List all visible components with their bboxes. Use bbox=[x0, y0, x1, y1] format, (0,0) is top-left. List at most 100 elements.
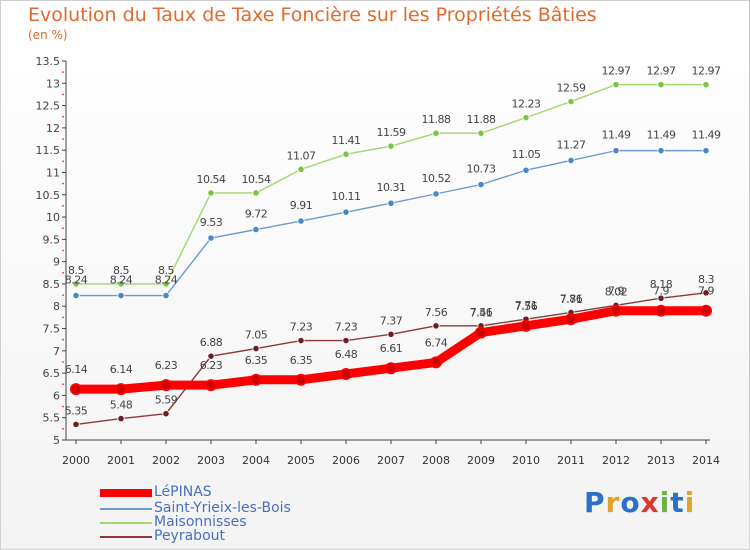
data-label: 5.59 bbox=[155, 394, 178, 407]
data-point bbox=[565, 313, 577, 326]
legend-label: Peyrabout bbox=[154, 528, 225, 544]
data-point bbox=[567, 156, 575, 165]
data-point bbox=[340, 368, 352, 381]
data-label: 11.07 bbox=[287, 149, 316, 162]
data-point bbox=[162, 291, 170, 300]
x-tick-label: 2005 bbox=[287, 454, 315, 467]
data-point bbox=[387, 330, 395, 338]
y-minor-tick bbox=[62, 182, 64, 185]
legend-swatch bbox=[100, 508, 152, 510]
legend-label: Saint-Yrieix-les-Bois bbox=[154, 500, 291, 516]
data-point bbox=[385, 362, 397, 375]
x-tick-label: 2001 bbox=[107, 454, 135, 467]
data-point bbox=[387, 142, 395, 150]
data-point bbox=[477, 180, 485, 189]
y-tick-label: 12.5 bbox=[36, 100, 61, 113]
data-label: 8.5 bbox=[68, 264, 84, 277]
x-tick-label: 2009 bbox=[467, 454, 495, 467]
data-point bbox=[475, 326, 487, 339]
data-label: 10.52 bbox=[422, 172, 451, 185]
data-point bbox=[612, 81, 620, 89]
y-minor-tick bbox=[62, 427, 64, 430]
data-label: 6.48 bbox=[335, 348, 358, 361]
data-point bbox=[612, 147, 620, 155]
data-label: 8.18 bbox=[650, 278, 673, 291]
y-minor-tick bbox=[62, 405, 64, 408]
y-minor-tick bbox=[62, 93, 64, 96]
data-label: 7.41 bbox=[470, 307, 493, 320]
x-tick-label: 2012 bbox=[602, 454, 630, 467]
y-tick-label: 11.5 bbox=[36, 144, 61, 157]
y-tick-label: 6 bbox=[53, 389, 60, 402]
data-point bbox=[162, 280, 170, 288]
y-tick-label: 8 bbox=[53, 300, 60, 313]
data-label: 6.14 bbox=[65, 363, 88, 376]
y-minor-tick bbox=[62, 249, 64, 252]
data-label: 6.74 bbox=[425, 336, 448, 349]
data-label: 9.91 bbox=[290, 199, 313, 212]
data-label: 8.24 bbox=[155, 274, 178, 287]
data-point bbox=[522, 114, 530, 122]
data-point bbox=[387, 199, 395, 207]
data-point bbox=[207, 234, 215, 242]
data-point bbox=[342, 336, 350, 345]
data-label: 10.73 bbox=[467, 163, 496, 176]
data-label: 11.27 bbox=[557, 138, 586, 151]
data-label: 6.23 bbox=[155, 359, 178, 372]
data-label: 6.35 bbox=[245, 354, 268, 367]
data-point bbox=[72, 280, 80, 288]
y-tick-label: 5 bbox=[53, 434, 60, 447]
data-point bbox=[657, 294, 665, 302]
legend-swatch bbox=[100, 489, 152, 497]
y-tick-label: 6.5 bbox=[43, 367, 61, 380]
x-tick-label: 2011 bbox=[557, 454, 585, 467]
data-point bbox=[117, 291, 125, 300]
data-point bbox=[252, 344, 260, 353]
x-tick-label: 2013 bbox=[647, 454, 675, 467]
y-minor-tick bbox=[62, 160, 64, 163]
x-tick-label: 2008 bbox=[422, 454, 450, 467]
data-point bbox=[252, 189, 260, 197]
data-label: 12.59 bbox=[557, 82, 586, 95]
data-label: 8.02 bbox=[605, 285, 628, 298]
data-label: 12.23 bbox=[512, 98, 541, 111]
data-label: 7.56 bbox=[425, 306, 448, 319]
data-label: 7.23 bbox=[335, 321, 358, 334]
data-label: 6.23 bbox=[200, 359, 223, 372]
y-minor-tick bbox=[62, 271, 64, 274]
data-label: 11.59 bbox=[377, 126, 406, 139]
data-label: 9.53 bbox=[200, 216, 223, 229]
x-tick-label: 2003 bbox=[197, 454, 225, 467]
data-point bbox=[205, 379, 217, 392]
legend-swatch bbox=[100, 522, 152, 524]
data-label: 7.86 bbox=[560, 292, 583, 305]
data-label: 7.23 bbox=[290, 321, 313, 334]
y-tick-label: 10 bbox=[46, 211, 60, 224]
y-tick-label: 10.5 bbox=[36, 189, 61, 202]
data-point bbox=[432, 129, 440, 137]
y-tick-label: 8.5 bbox=[43, 278, 61, 291]
data-label: 10.31 bbox=[377, 181, 406, 194]
data-label: 9.72 bbox=[245, 208, 268, 221]
data-point bbox=[117, 280, 125, 288]
data-point bbox=[702, 289, 710, 297]
data-label: 7.9 bbox=[698, 285, 714, 298]
data-point bbox=[297, 217, 305, 225]
data-label: 7.56 bbox=[515, 300, 538, 313]
data-label: 7.05 bbox=[245, 329, 268, 342]
y-tick-label: 9 bbox=[53, 256, 60, 269]
x-tick-label: 2000 bbox=[62, 454, 90, 467]
data-label: 7.71 bbox=[560, 293, 583, 306]
data-point bbox=[702, 81, 710, 89]
data-label: 11.88 bbox=[467, 113, 496, 126]
legend-label: LéPINAS bbox=[154, 484, 212, 500]
data-label: 7.56 bbox=[470, 306, 493, 319]
data-label: 11.88 bbox=[422, 113, 451, 126]
data-point bbox=[657, 147, 665, 155]
data-point bbox=[432, 322, 440, 330]
y-minor-tick bbox=[62, 294, 64, 296]
y-minor-tick bbox=[62, 338, 64, 341]
data-label: 7.37 bbox=[380, 314, 403, 327]
y-tick-label: 13.5 bbox=[36, 55, 61, 68]
